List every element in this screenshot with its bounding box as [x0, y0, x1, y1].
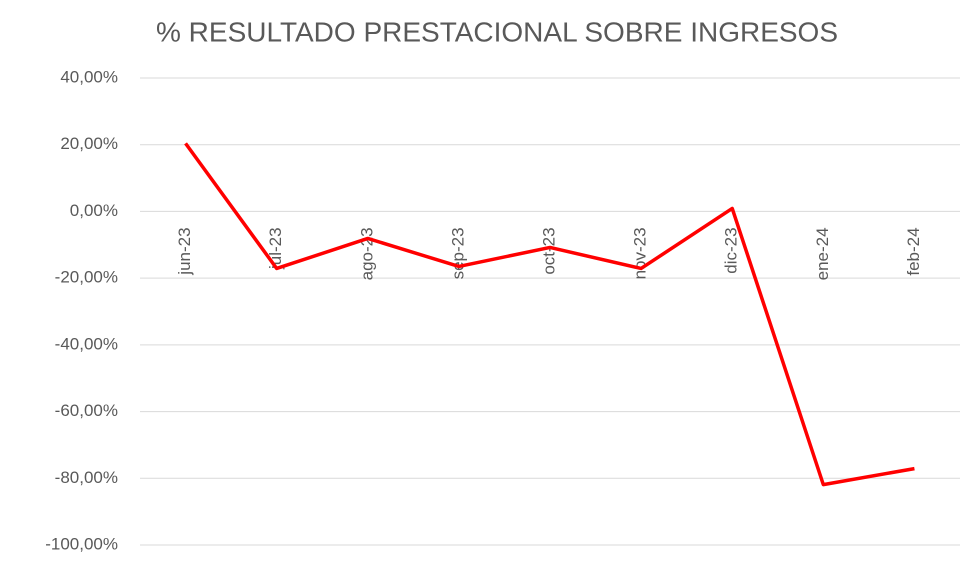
x-tick-label: nov-23 — [631, 227, 650, 279]
y-tick-label: -80,00% — [55, 468, 118, 487]
x-tick-label: oct-23 — [539, 227, 558, 274]
x-tick-label: ago-23 — [357, 227, 376, 280]
x-tick-label: dic-23 — [722, 227, 741, 273]
x-tick-label: sep-23 — [448, 227, 467, 279]
chart-title: % RESULTADO PRESTACIONAL SOBRE INGRESOS — [156, 16, 838, 47]
y-tick-label: 40,00% — [60, 67, 118, 86]
x-tick-label: ene-24 — [813, 227, 832, 280]
x-tick-label: jul-23 — [266, 227, 285, 270]
x-tick-label: jun-23 — [175, 227, 194, 275]
y-tick-label: -20,00% — [55, 268, 118, 287]
x-tick-label: feb-24 — [904, 227, 923, 275]
y-tick-label: -100,00% — [45, 534, 118, 553]
y-tick-label: 0,00% — [70, 201, 118, 220]
y-tick-label: -60,00% — [55, 401, 118, 420]
y-tick-label: 20,00% — [60, 134, 118, 153]
y-tick-label: -40,00% — [55, 334, 118, 353]
data-line — [184, 142, 915, 487]
